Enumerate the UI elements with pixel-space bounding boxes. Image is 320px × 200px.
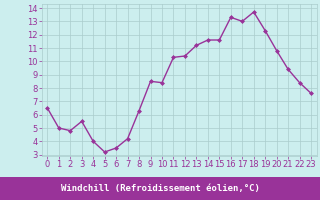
Text: Windchill (Refroidissement éolien,°C): Windchill (Refroidissement éolien,°C) xyxy=(60,182,260,190)
Text: Windchill (Refroidissement éolien,°C): Windchill (Refroidissement éolien,°C) xyxy=(60,184,260,193)
